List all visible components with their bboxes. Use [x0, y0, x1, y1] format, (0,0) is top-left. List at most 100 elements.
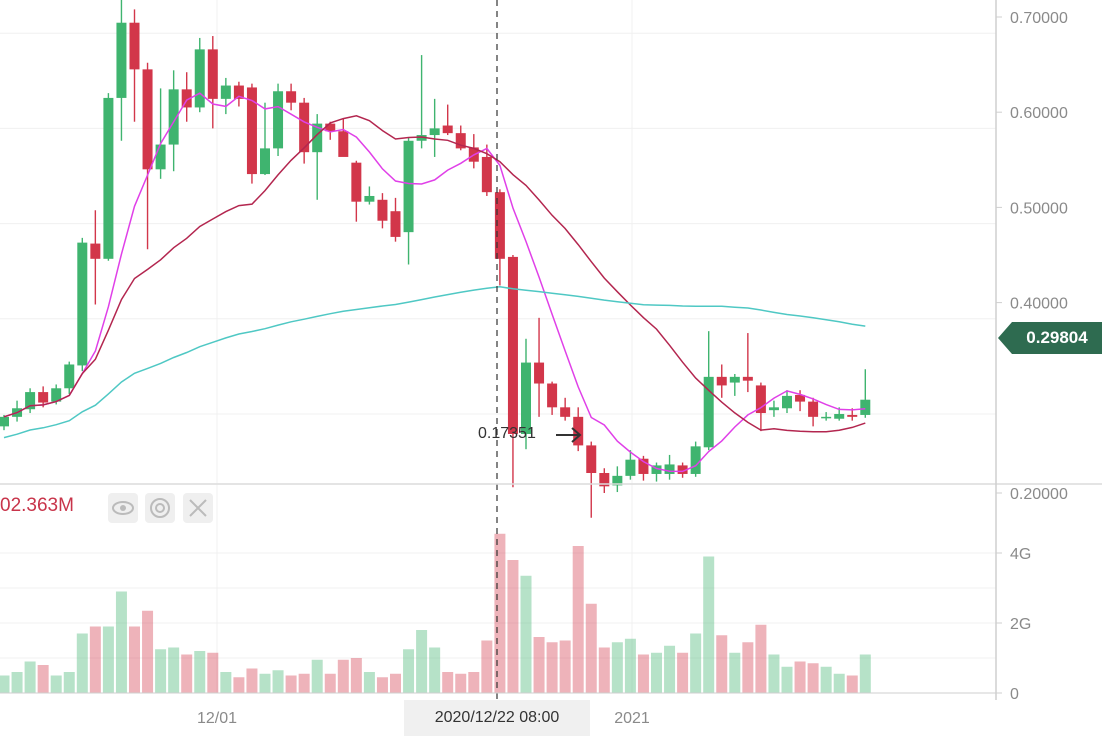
candle-body [390, 211, 401, 237]
volume-label: 02.363M [0, 495, 74, 516]
volume-bar [637, 654, 649, 693]
candle-body [103, 97, 114, 259]
volume-bar [546, 642, 558, 693]
ma-short-line [3, 92, 866, 473]
volume-bar [390, 673, 401, 693]
candle-body [729, 376, 740, 383]
volume-bar [337, 659, 349, 693]
candle-body [416, 135, 427, 141]
candle-body [690, 446, 701, 474]
candle-body [834, 413, 845, 419]
ma-long-line [3, 286, 866, 439]
crosshair-date-label: 2020/12/22 08:00 [404, 700, 590, 736]
close-icon[interactable] [183, 493, 213, 523]
volume-bar [285, 675, 297, 693]
grid [0, 0, 996, 693]
candle-body [860, 399, 871, 415]
current-price-tag: 0.29804 [998, 322, 1102, 354]
candle-body [194, 49, 205, 108]
low-arrow-icon [556, 427, 582, 443]
candle-body [51, 388, 62, 402]
candle-body [612, 475, 623, 486]
volume-bar [246, 668, 258, 693]
ma-mid-line [3, 115, 866, 433]
volume-bar [350, 658, 362, 693]
candle-body [325, 123, 336, 132]
volume-bar [846, 675, 858, 693]
candle-body [377, 199, 388, 221]
candle-body [260, 148, 270, 175]
volume-bar [559, 640, 571, 693]
candle-body [129, 22, 140, 70]
candle-body [494, 192, 505, 259]
volume-bar [76, 633, 88, 693]
volume-bar [494, 533, 506, 693]
volume-bar [142, 610, 154, 693]
candle-body [142, 69, 153, 170]
volume-bar [585, 603, 597, 693]
candle-body [573, 416, 584, 446]
candle-body [273, 91, 284, 149]
volume-bar [11, 672, 23, 693]
volume-bar [716, 635, 728, 693]
candle-body [755, 385, 766, 414]
volume-bar [520, 575, 532, 693]
candle-body [507, 256, 518, 434]
candle-body [664, 464, 675, 474]
volume-bar [664, 645, 676, 693]
settings-icon[interactable] [145, 493, 175, 523]
volume-bar [115, 591, 127, 693]
price-tick-label: 0.20000 [1010, 486, 1068, 503]
candle-body [768, 407, 779, 411]
volume-tick-label: 2G [1010, 616, 1031, 633]
volume-bar [129, 626, 140, 693]
volume-bar [703, 556, 715, 693]
volume-bar [820, 666, 832, 693]
candle-body [90, 243, 101, 259]
time-tick-label: 2021 [614, 710, 650, 727]
candle-body [638, 458, 649, 474]
candle-body [521, 362, 531, 434]
volume-bar [259, 673, 271, 693]
volume-bar [376, 677, 388, 693]
volume-bar [220, 672, 232, 693]
volume-bar [63, 672, 75, 693]
price-tick-label: 0.60000 [1010, 105, 1068, 122]
volume-bar [442, 672, 454, 693]
volume-bar [416, 630, 428, 693]
volume-bar [833, 673, 845, 693]
candle-body [586, 445, 597, 474]
candle-body [38, 392, 49, 403]
volume-bar [742, 642, 754, 693]
volume-bar [298, 673, 310, 693]
volume-bar [690, 633, 702, 693]
candle-body [442, 125, 453, 134]
candle-body [481, 156, 492, 193]
price-tick-label: 0.50000 [1010, 200, 1068, 217]
candle-body [534, 362, 545, 384]
candle-body [338, 131, 349, 157]
volume-bar [155, 649, 167, 693]
low-price-label: 0.17351 [478, 425, 536, 442]
candle-body [403, 140, 414, 233]
volume-bar [507, 560, 519, 693]
volume-bar [363, 672, 375, 693]
candle-body [77, 242, 88, 366]
volume-bar [37, 665, 49, 693]
candle-body [181, 89, 192, 108]
candle-body [782, 395, 792, 409]
moving-averages [3, 92, 866, 473]
eye-icon[interactable] [108, 493, 138, 523]
volume-bar [572, 546, 584, 693]
candle-body [220, 85, 231, 99]
volume-bar [102, 626, 114, 693]
volume-bar [794, 661, 806, 693]
volume-bar [859, 654, 871, 693]
volume-bar [181, 654, 193, 693]
candle-body [155, 144, 166, 170]
candle-body [625, 459, 636, 476]
volume-bar [768, 654, 780, 693]
candle-body [429, 128, 440, 136]
volume-bar [624, 638, 636, 693]
